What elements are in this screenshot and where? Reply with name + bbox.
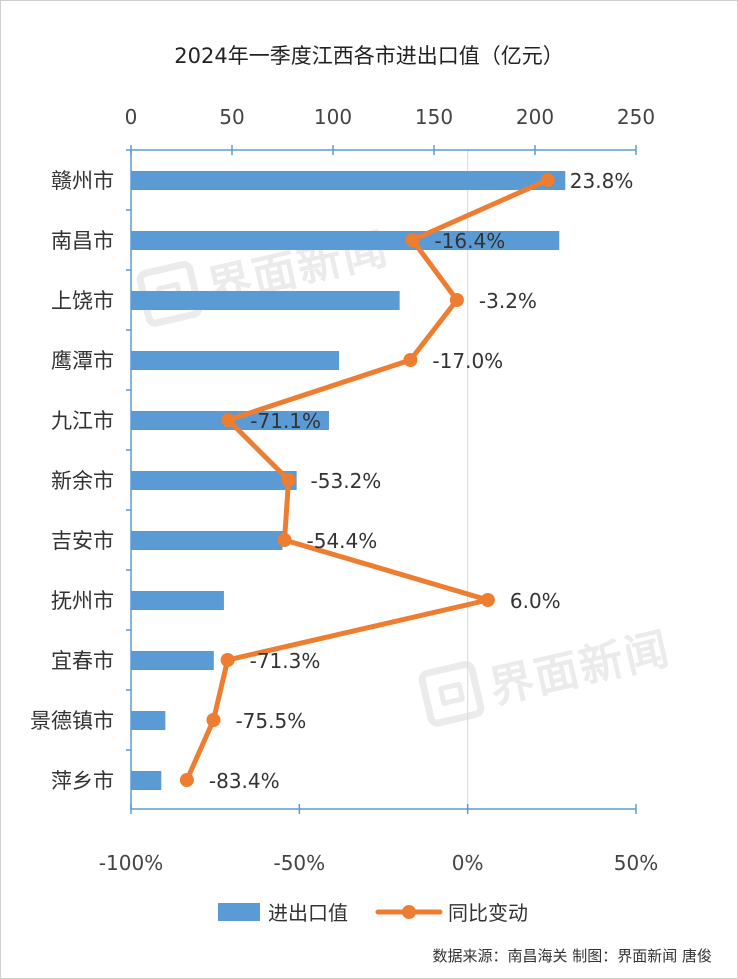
top-tick-label: 150	[415, 105, 453, 129]
yoy-data-label: -16.4%	[434, 229, 505, 253]
bar	[131, 711, 166, 730]
yoy-point	[403, 353, 418, 367]
yoy-data-label: -54.4%	[307, 529, 378, 553]
yoy-point	[480, 593, 495, 607]
category-label: 上饶市	[51, 289, 114, 313]
top-tick-label: 100	[314, 105, 352, 129]
category-label: 新余市	[51, 469, 114, 493]
bar	[131, 351, 340, 370]
yoy-data-label: -71.3%	[250, 649, 321, 673]
bar	[131, 591, 224, 610]
bottom-tick-label: -50%	[273, 851, 325, 875]
bar	[131, 531, 283, 550]
yoy-point	[179, 773, 194, 787]
yoy-data-label: -3.2%	[479, 289, 537, 313]
source-note: 数据来源：南昌海关 制图：界面新闻 唐俊	[432, 947, 712, 965]
yoy-point	[405, 233, 420, 247]
bar	[131, 771, 162, 790]
yoy-data-label: 6.0%	[510, 589, 561, 613]
bar	[131, 471, 297, 490]
yoy-point	[220, 653, 235, 667]
legend-label-line: 同比变动	[448, 901, 528, 925]
chart-title: 2024年一季度江西各市进出口值（亿元）	[174, 44, 564, 68]
category-label: 抚州市	[51, 589, 114, 613]
yoy-data-label: -83.4%	[209, 769, 280, 793]
bar	[131, 291, 400, 310]
category-label: 萍乡市	[51, 769, 114, 793]
yoy-data-label: 23.8%	[570, 169, 634, 193]
bottom-tick-label: 50%	[614, 851, 658, 875]
legend-swatch-bar	[218, 903, 260, 921]
top-tick-label: 0	[125, 105, 138, 129]
yoy-point	[277, 533, 292, 547]
category-label: 景德镇市	[30, 709, 114, 733]
bar	[131, 651, 214, 670]
legend-label-bar: 进出口值	[268, 901, 348, 925]
category-label: 赣州市	[51, 169, 114, 193]
bar	[131, 171, 566, 190]
yoy-data-label: -17.0%	[432, 349, 503, 373]
yoy-point	[206, 713, 221, 727]
bottom-tick-label: -100%	[99, 851, 163, 875]
yoy-data-label: -71.1%	[250, 409, 321, 433]
yoy-data-label: -53.2%	[311, 469, 382, 493]
category-label: 吉安市	[51, 529, 114, 553]
top-tick-label: 50	[219, 105, 244, 129]
yoy-point	[449, 293, 464, 307]
top-tick-label: 250	[617, 105, 655, 129]
yoy-point	[221, 413, 236, 427]
yoy-data-label: -75.5%	[235, 709, 306, 733]
category-label: 九江市	[51, 409, 114, 433]
category-label: 南昌市	[51, 229, 114, 253]
category-label: 鹰潭市	[51, 349, 114, 373]
bottom-tick-label: 0%	[452, 851, 484, 875]
legend-swatch-marker	[402, 905, 416, 919]
category-label: 宜春市	[51, 649, 114, 673]
bar	[131, 231, 560, 250]
yoy-point	[540, 173, 555, 187]
top-tick-label: 200	[516, 105, 554, 129]
yoy-point	[281, 473, 296, 487]
